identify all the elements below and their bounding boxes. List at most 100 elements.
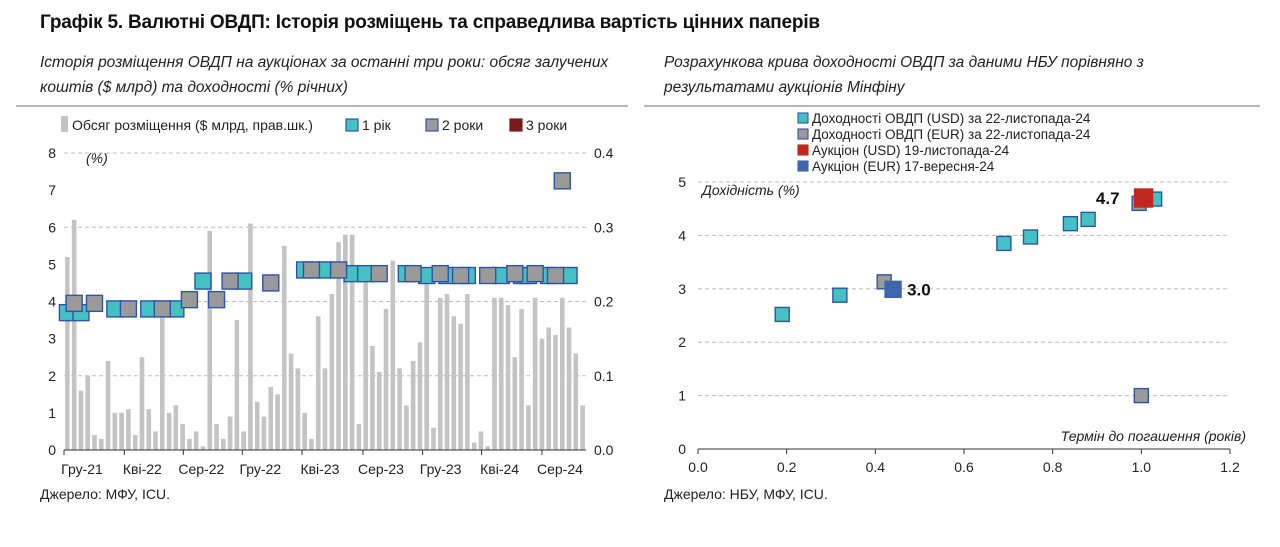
left-divider bbox=[16, 105, 628, 107]
yield-marker bbox=[370, 264, 388, 283]
volume-bar bbox=[485, 446, 491, 450]
volume-bar bbox=[309, 438, 314, 450]
volume-bar bbox=[336, 242, 341, 450]
y2-tick-label: 0.4 bbox=[594, 145, 614, 161]
legend-label: Аукціон (USD) 19-листопада-24 bbox=[812, 143, 1010, 158]
volume-bar bbox=[295, 368, 301, 450]
volume-bar bbox=[65, 256, 70, 450]
y-tick-label: 1 bbox=[678, 388, 686, 404]
volume-bar bbox=[444, 294, 450, 450]
scatter-point bbox=[1133, 387, 1150, 404]
x-tick-label: Гру-22 bbox=[239, 461, 281, 477]
legend-label: 2 роки bbox=[442, 117, 483, 133]
yield-marker bbox=[329, 261, 348, 279]
volume-bar bbox=[404, 405, 409, 450]
legend-label: Доходності ОВДП (EUR) за 22-листопада-24 bbox=[812, 127, 1091, 142]
volume-bar bbox=[315, 316, 321, 450]
volume-bar bbox=[275, 394, 280, 450]
volume-bar bbox=[146, 409, 152, 450]
volume-bar bbox=[112, 412, 118, 450]
volume-bar bbox=[85, 375, 91, 450]
volume-bar bbox=[193, 431, 199, 450]
volume-bar bbox=[241, 431, 246, 450]
x-tick-label: Сер-23 bbox=[358, 461, 404, 477]
volume-bar bbox=[546, 327, 552, 450]
volume-bar bbox=[221, 438, 226, 450]
volume-bar bbox=[512, 357, 518, 450]
y-tick-label: 1 bbox=[48, 405, 56, 421]
volume-bar bbox=[478, 431, 484, 450]
volume-bar bbox=[498, 297, 504, 450]
x-tick-label: Кві-22 bbox=[123, 461, 162, 477]
volume-bar bbox=[227, 416, 233, 450]
volume-bar bbox=[417, 342, 423, 450]
y-tick-label: 6 bbox=[48, 219, 56, 235]
volume-bar bbox=[261, 416, 267, 450]
x-tick-label: Сер-22 bbox=[178, 461, 224, 477]
yield-marker bbox=[451, 266, 470, 285]
y2-tick-label: 0.3 bbox=[594, 219, 614, 235]
y-tick-label: 3 bbox=[678, 281, 686, 297]
volume-bar bbox=[105, 360, 111, 450]
volume-bar bbox=[282, 245, 287, 450]
volume-bar bbox=[126, 409, 131, 450]
volume-bar bbox=[397, 368, 402, 450]
legend-label-volume: Обсяг розміщення ($ млрд, прав.шк.) bbox=[72, 117, 313, 133]
legend-swatch bbox=[797, 112, 809, 124]
yield-marker bbox=[194, 272, 212, 290]
figure-title: Графік 5. Валютні ОВДП: Історія розміщен… bbox=[40, 12, 820, 33]
volume-bar bbox=[322, 368, 328, 450]
volume-bar bbox=[580, 405, 585, 450]
yield-marker bbox=[119, 300, 138, 318]
data-label: 3.0 bbox=[907, 280, 931, 299]
x-tick-label: Гру-23 bbox=[420, 461, 462, 477]
volume-bar bbox=[349, 234, 355, 450]
scatter-point bbox=[1133, 188, 1154, 208]
volume-bar bbox=[187, 438, 192, 450]
volume-bar bbox=[363, 279, 368, 450]
x-tick-label: 0.0 bbox=[688, 459, 708, 475]
legend-label: 3 роки bbox=[526, 117, 567, 133]
yield-marker bbox=[180, 290, 199, 309]
volume-bar bbox=[492, 297, 497, 450]
yield-marker bbox=[65, 294, 83, 313]
volume-bar bbox=[458, 323, 463, 450]
volume-bar bbox=[519, 308, 524, 450]
legend-swatch-volume bbox=[61, 116, 68, 132]
data-label: 4.7 bbox=[1096, 189, 1120, 208]
x-tick-label: 0.8 bbox=[1043, 459, 1063, 475]
volume-bar bbox=[539, 338, 545, 450]
left-source-note: Джерело: МФУ, ICU. bbox=[40, 486, 170, 502]
volume-bar bbox=[526, 405, 531, 450]
y-tick-label: 0 bbox=[48, 442, 56, 458]
volume-bar bbox=[390, 260, 396, 450]
volume-bar bbox=[159, 301, 165, 450]
volume-bar bbox=[254, 401, 260, 450]
volume-bar bbox=[214, 424, 219, 450]
volume-bar bbox=[424, 275, 429, 450]
scatter-point bbox=[1080, 211, 1096, 228]
yield-marker bbox=[506, 264, 524, 283]
x-tick-label: Кві-23 bbox=[300, 461, 339, 477]
legend-swatch bbox=[797, 128, 809, 140]
scatter-point bbox=[1062, 215, 1079, 232]
volume-bar bbox=[71, 219, 77, 450]
y-tick-label: 7 bbox=[48, 182, 56, 198]
y-tick-label: 2 bbox=[678, 334, 686, 350]
volume-bar bbox=[119, 412, 124, 450]
volume-bar bbox=[383, 308, 389, 450]
yield-marker bbox=[302, 261, 321, 279]
x-tick-label: 1.2 bbox=[1220, 459, 1240, 475]
x-tick-label: 0.4 bbox=[866, 459, 886, 475]
y-tick-label: 4 bbox=[48, 294, 56, 310]
volume-bar bbox=[370, 346, 375, 450]
legend-swatch bbox=[509, 118, 523, 132]
y2-tick-label: 0.1 bbox=[594, 368, 614, 384]
volume-bar bbox=[78, 390, 84, 450]
volume-bar bbox=[329, 294, 335, 450]
yield-marker bbox=[207, 290, 226, 309]
volume-bar bbox=[173, 405, 179, 450]
y-axis-label: (%) bbox=[86, 150, 108, 166]
